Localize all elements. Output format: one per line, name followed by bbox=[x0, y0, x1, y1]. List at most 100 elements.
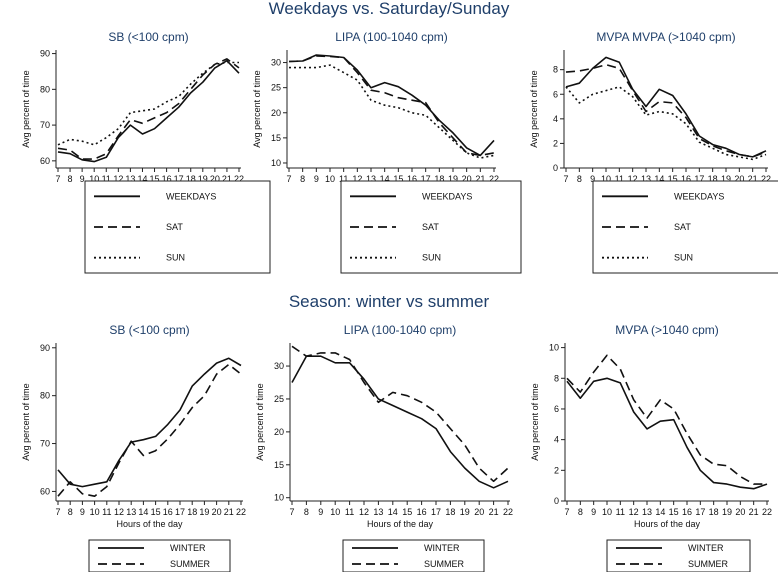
x-tick-label: 7 bbox=[563, 174, 568, 184]
legend-label: SUN bbox=[166, 253, 185, 263]
panel-title: MVPA MVPA (>1040 cpm) bbox=[596, 30, 735, 44]
legend-label: WEEKDAYS bbox=[422, 191, 472, 201]
x-tick-label: 10 bbox=[89, 174, 99, 184]
x-tick-label: 17 bbox=[431, 507, 441, 517]
x-tick-label: 7 bbox=[55, 507, 60, 517]
x-tick-label: 12 bbox=[359, 507, 369, 517]
legend: WEEKDAYS SAT SUN bbox=[592, 180, 778, 274]
y-axis-label: Avg percent of time bbox=[530, 383, 540, 460]
x-tick-label: 21 bbox=[222, 174, 232, 184]
x-tick-label: 9 bbox=[80, 174, 85, 184]
x-tick-label: 8 bbox=[304, 507, 309, 517]
legend: WINTER SUMMER bbox=[342, 539, 485, 572]
y-tick-label: 25 bbox=[274, 394, 284, 404]
y-tick-label: 60 bbox=[40, 486, 50, 496]
x-tick-label: 11 bbox=[339, 174, 348, 184]
legend: WINTER SUMMER bbox=[88, 539, 231, 572]
legend: WINTER SUMMER bbox=[606, 539, 751, 572]
x-tick-label: 18 bbox=[186, 174, 196, 184]
series-line-summer bbox=[291, 345, 509, 483]
series-line-winter bbox=[566, 377, 768, 490]
x-tick-label: 9 bbox=[314, 174, 319, 184]
x-tick-label: 10 bbox=[602, 507, 612, 517]
panel-title: LIPA (100-1040 cpm) bbox=[344, 323, 457, 337]
legend-label: SUMMER bbox=[424, 559, 464, 569]
x-tick-label: 7 bbox=[55, 174, 60, 184]
legend-label: SUMMER bbox=[170, 559, 210, 569]
x-tick-label: 20 bbox=[735, 507, 745, 517]
y-tick-label: 15 bbox=[271, 133, 281, 143]
x-tick-label: 15 bbox=[668, 174, 678, 184]
series-line-winter bbox=[291, 355, 509, 489]
x-tick-label: 8 bbox=[300, 174, 305, 184]
x-tick-label: 14 bbox=[138, 507, 148, 517]
chart-panel-1: LIPA (100-1040 cpm) 10 15 20 25 30 7 8 9 10 11 12 13… bbox=[252, 30, 522, 274]
x-tick-label: 8 bbox=[68, 174, 73, 184]
y-axis-label: Avg percent of time bbox=[255, 383, 265, 460]
y-tick-label: 8 bbox=[554, 373, 559, 383]
panel-title: SB (<100 cpm) bbox=[108, 30, 188, 44]
x-tick-label: 15 bbox=[402, 507, 412, 517]
legend-box bbox=[342, 539, 485, 572]
legend-label: SAT bbox=[422, 222, 439, 232]
x-tick-label: 18 bbox=[187, 507, 197, 517]
x-tick-label: 13 bbox=[366, 174, 376, 184]
y-tick-label: 30 bbox=[271, 58, 281, 68]
x-tick-label: 12 bbox=[628, 174, 638, 184]
x-tick-label: 19 bbox=[199, 507, 209, 517]
x-tick-label: 13 bbox=[126, 507, 136, 517]
x-tick-label: 22 bbox=[234, 174, 244, 184]
x-tick-label: 8 bbox=[578, 507, 583, 517]
y-tick-label: 60 bbox=[40, 156, 50, 166]
series-line-sun bbox=[289, 64, 495, 159]
x-tick-label: 17 bbox=[175, 507, 185, 517]
y-tick-label: 80 bbox=[40, 84, 50, 94]
x-tick-label: 14 bbox=[654, 174, 664, 184]
y-tick-label: 10 bbox=[549, 343, 559, 353]
legend-label: SUN bbox=[422, 253, 441, 263]
x-tick-label: 22 bbox=[503, 507, 513, 517]
series-line-weekdays bbox=[57, 59, 240, 163]
legend-label: SAT bbox=[166, 222, 183, 232]
x-tick-label: 13 bbox=[642, 507, 652, 517]
x-tick-label: 16 bbox=[682, 507, 692, 517]
x-tick-label: 8 bbox=[577, 174, 582, 184]
x-tick-label: 22 bbox=[761, 174, 771, 184]
y-tick-label: 30 bbox=[274, 361, 284, 371]
y-tick-label: 0 bbox=[553, 163, 558, 173]
x-tick-label: 9 bbox=[80, 507, 85, 517]
x-tick-label: 14 bbox=[655, 507, 665, 517]
y-tick-label: 80 bbox=[40, 391, 50, 401]
y-tick-label: 6 bbox=[554, 404, 559, 414]
y-tick-label: 10 bbox=[271, 158, 281, 168]
x-tick-label: 17 bbox=[694, 174, 704, 184]
x-tick-label: 16 bbox=[163, 507, 173, 517]
x-tick-label: 16 bbox=[162, 174, 172, 184]
y-tick-label: 10 bbox=[274, 493, 284, 503]
x-tick-label: 10 bbox=[601, 174, 611, 184]
x-tick-label: 17 bbox=[174, 174, 184, 184]
y-tick-label: 70 bbox=[40, 120, 50, 130]
legend: WEEKDAYS SAT SUN bbox=[340, 180, 522, 274]
x-tick-label: 12 bbox=[113, 174, 123, 184]
x-tick-label: 12 bbox=[114, 507, 124, 517]
y-tick-label: 25 bbox=[271, 83, 281, 93]
x-tick-label: 16 bbox=[417, 507, 427, 517]
x-tick-label: 10 bbox=[90, 507, 100, 517]
y-axis-label: Avg percent of time bbox=[21, 383, 31, 460]
x-tick-label: 12 bbox=[629, 507, 639, 517]
x-tick-label: 9 bbox=[591, 507, 596, 517]
x-tick-label: 19 bbox=[721, 174, 731, 184]
y-axis-label: Avg percent of time bbox=[21, 70, 31, 147]
panel-title: LIPA (100-1040 cpm) bbox=[335, 30, 448, 44]
x-tick-label: 21 bbox=[748, 174, 758, 184]
x-tick-label: 22 bbox=[489, 174, 499, 184]
x-tick-label: 7 bbox=[286, 174, 291, 184]
y-tick-label: 2 bbox=[554, 465, 559, 475]
series-line-summer bbox=[566, 354, 767, 485]
x-tick-label: 18 bbox=[709, 507, 719, 517]
x-tick-label: 15 bbox=[669, 507, 679, 517]
top-section-title: Weekdays vs. Saturday/Sunday bbox=[269, 0, 510, 18]
